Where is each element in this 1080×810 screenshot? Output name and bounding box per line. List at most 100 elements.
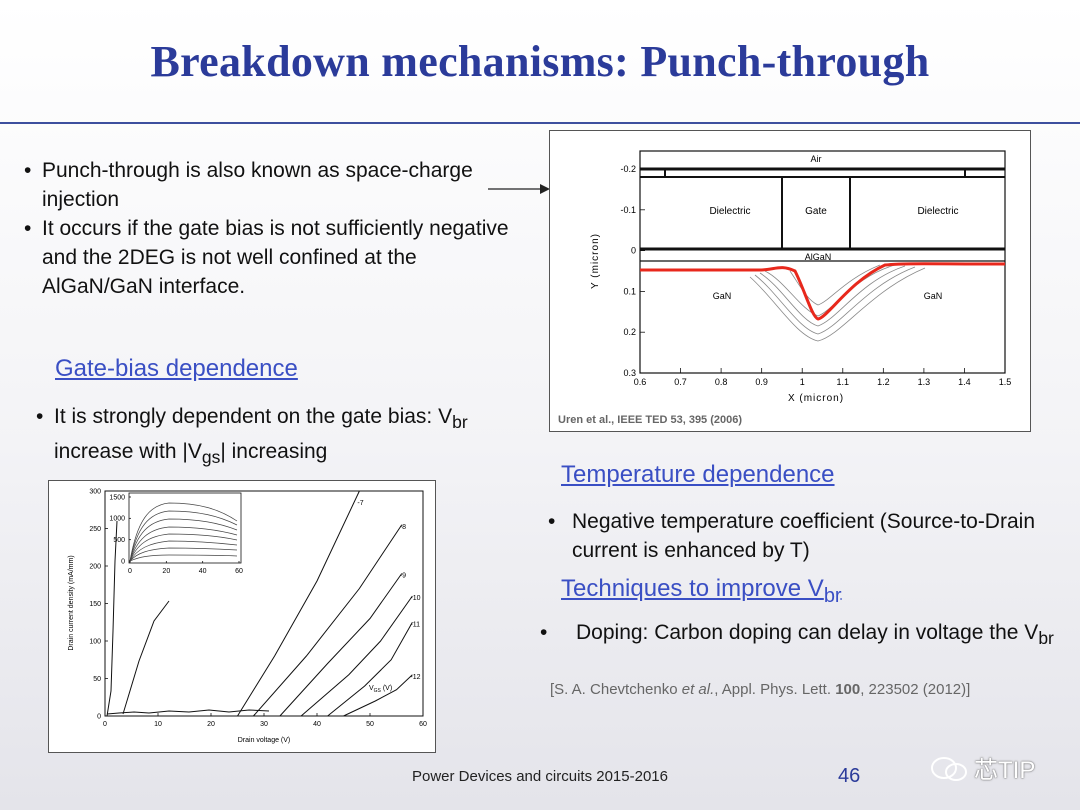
sim-x-tick-label: 0.9	[755, 377, 768, 387]
sim-y-tick-label: 0.3	[623, 368, 636, 378]
meas-x-tick-label: 50	[366, 721, 374, 728]
inset-x-tick-label: 20	[162, 568, 170, 575]
meas-x-tick-label: 60	[419, 721, 427, 728]
sim-x-tick-label: 0.7	[674, 377, 687, 387]
curve-label: -8	[400, 524, 406, 531]
meas-x-axis-label: Drain voltage (V)	[238, 737, 291, 744]
breakdown-curves	[237, 490, 413, 717]
inset-y-tick-label: 1000	[109, 516, 125, 523]
gate-bias-bullet: It is strongly dependent on the gate bia…	[36, 402, 516, 472]
meas-x-tick-label: 30	[260, 721, 268, 728]
inset-y-tick-label: 0	[121, 558, 125, 565]
footer-course: Power Devices and circuits 2015-2016	[412, 768, 668, 785]
simulation-plot: 0.6 0.7 0.8 0.9 1 1.1 1.2 1.3 1.4 1.5 -0.2 -0.1 0 0.…	[558, 150, 1012, 426]
breakdown-curve-vgs-m10	[300, 595, 413, 717]
title-divider	[0, 122, 1080, 124]
dielectric-left-outline	[640, 176, 783, 249]
sim-y-tick-label: 0.2	[623, 327, 636, 337]
meas-y-tick-label: 100	[89, 638, 101, 645]
meas-x-tick-label: 10	[154, 721, 162, 728]
inset-output-curves	[129, 502, 238, 562]
temperature-bullet: Negative temperature coefficient (Source…	[548, 507, 1068, 565]
leakage-baseline	[106, 709, 270, 715]
sim-x-tick-label: 0.6	[634, 377, 647, 387]
gate-bias-bullet-list: It is strongly dependent on the gate bia…	[36, 402, 516, 472]
inset-x-tick-label: 60	[235, 568, 243, 575]
sim-x-tick-label: 1.3	[918, 377, 931, 387]
curve-label: -12	[410, 674, 420, 681]
breakdown-curve-vgs-m9	[279, 573, 403, 717]
meas-x-tick-group: 0 10 20 30 40 50 60	[103, 713, 427, 728]
sim-y-tick-label: -0.2	[620, 164, 636, 174]
inset-x-tick-label: 40	[199, 568, 207, 575]
gate-bias-heading: Gate-bias dependence	[55, 355, 298, 382]
breakdown-curve-vgs-m7	[237, 490, 360, 717]
inset-y-tick-label: 500	[113, 537, 125, 544]
simulation-figure: 0.6 0.7 0.8 0.9 1 1.1 1.2 1.3 1.4 1.5 -0.2 -0.1 0 0.…	[549, 130, 1031, 432]
vgs-label: VGS (V)	[369, 685, 392, 694]
intro-bullet: It occurs if the gate bias is not suffic…	[24, 214, 524, 301]
sim-y-tick-label: 0.1	[623, 286, 636, 296]
pointer-arrow	[488, 184, 550, 194]
meas-x-tick-label: 40	[313, 721, 321, 728]
sim-y-axis-label: Y (micron)	[590, 233, 601, 289]
curve-label: -9	[400, 573, 406, 580]
region-dielectric-right: Dielectric	[917, 206, 958, 217]
watermark: 芯TIP	[930, 750, 1035, 785]
techniques-heading: Techniques to improve Vbr	[561, 575, 842, 607]
on-state-curve	[122, 600, 170, 715]
citation: [S. A. Chevtchenko et al., Appl. Phys. L…	[550, 681, 971, 698]
region-algan: AlGaN	[805, 252, 832, 262]
meas-y-tick-label: 0	[97, 713, 101, 720]
meas-y-tick-label: 50	[93, 676, 101, 683]
meas-y-tick-label: 300	[89, 488, 101, 495]
temperature-heading: Temperature dependence	[561, 461, 835, 488]
breakdown-curve-vgs-m11	[327, 622, 413, 717]
passivation-outline	[664, 169, 966, 178]
meas-x-tick-label: 0	[103, 721, 107, 728]
breakdown-curve-vgs-m8	[253, 524, 403, 717]
sim-x-tick-label: 1	[800, 377, 805, 387]
intro-bullet: Punch-through is also known as space-cha…	[24, 156, 524, 214]
sim-x-axis-label: X (micron)	[788, 393, 844, 404]
sim-x-tick-label: 1.2	[877, 377, 890, 387]
sim-y-tick-label: 0	[631, 246, 636, 256]
region-dielectric-left: Dielectric	[709, 206, 750, 217]
inset-x-tick-group: 0 20 40 60	[128, 561, 243, 575]
sim-x-tick-label: 1.1	[837, 377, 850, 387]
measurement-figure: 0 10 20 30 40 50 60 300 250 200 150 100 50 0 -7 -8 -9-…	[48, 480, 436, 753]
temperature-bullet-list: Negative temperature coefficient (Source…	[548, 507, 1068, 565]
on-state-curve	[106, 520, 118, 717]
page-number: 46	[838, 765, 861, 787]
meas-y-tick-label: 250	[89, 526, 101, 533]
region-air: Air	[811, 154, 822, 164]
techniques-bullet-list: Doping: Carbon doping can delay in volta…	[540, 618, 1060, 653]
intro-bullet-list: Punch-through is also known as space-cha…	[24, 156, 524, 301]
meas-y-tick-label: 150	[89, 601, 101, 608]
sim-x-tick-group: 0.6 0.7 0.8 0.9 1 1.1 1.2 1.3 1.4 1.5	[634, 368, 1012, 387]
curve-label: -10	[410, 595, 420, 602]
inset-x-tick-label: 0	[128, 568, 132, 575]
meas-y-tick-group: 300 250 200 150 100 50 0	[89, 488, 108, 720]
meas-y-axis-label: Drain current density (mA/mm)	[68, 555, 75, 650]
slide-title: Breakdown mechanisms: Punch-through	[150, 37, 930, 86]
region-gan-left: GaN	[713, 291, 732, 301]
sim-x-tick-label: 0.8	[715, 377, 728, 387]
potential-contours	[749, 264, 926, 342]
breakdown-curve-vgs-m12	[343, 674, 413, 717]
meas-y-tick-label: 200	[89, 563, 101, 570]
dielectric-right-outline	[849, 176, 1005, 249]
wechat-icon	[931, 757, 967, 781]
sim-x-tick-label: 1.5	[999, 377, 1012, 387]
sim-source-caption: Uren et al., IEEE TED 53, 395 (2006)	[558, 414, 742, 426]
region-gate: Gate	[805, 206, 827, 217]
inset-y-tick-group: 1500 1000 500 0	[109, 494, 131, 565]
inset-output-plot: 0 20 40 60 1500 1000 500 0	[109, 492, 243, 575]
region-gan-right: GaN	[924, 291, 943, 301]
sim-y-tick-label: -0.1	[620, 205, 636, 215]
inset-y-tick-label: 1500	[109, 494, 125, 501]
confinement-curve	[640, 262, 1006, 321]
meas-x-tick-label: 20	[207, 721, 215, 728]
techniques-bullet: Doping: Carbon doping can delay in volta…	[540, 618, 1060, 653]
